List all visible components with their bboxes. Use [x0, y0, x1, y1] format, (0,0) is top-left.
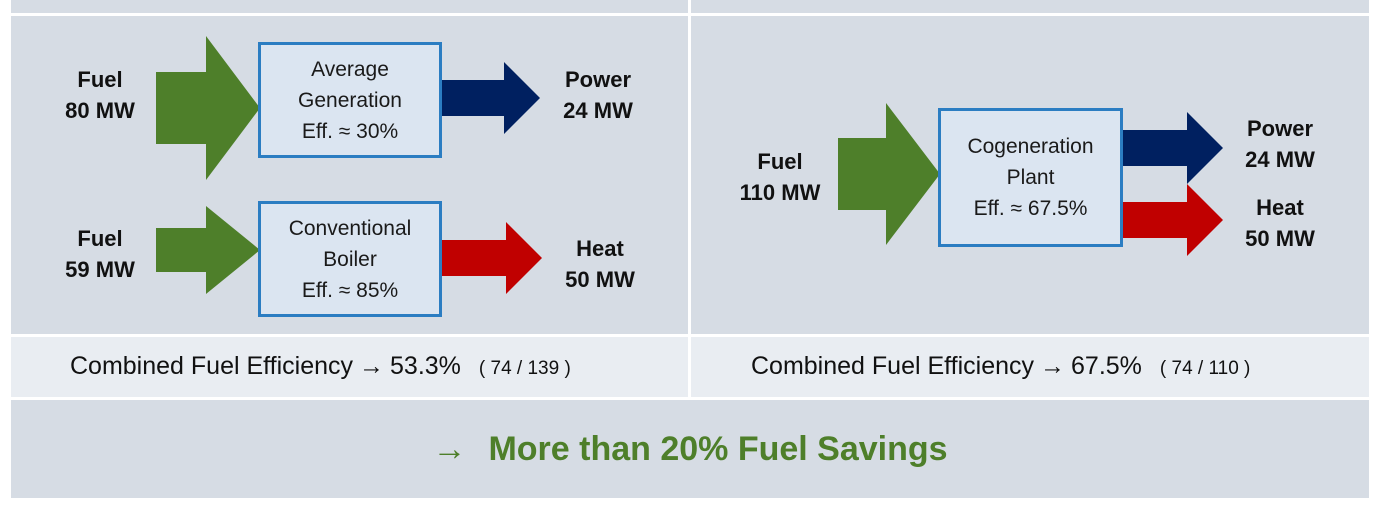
fuel-input-label-average-generation: Fuel 80 MW — [50, 64, 150, 126]
efficiency-ratio: ( 74 / 139 ) — [478, 358, 571, 379]
heat-arrow-icon — [1123, 184, 1223, 256]
power-arrow-icon — [1123, 112, 1223, 184]
efficiency-text: Combined Fuel Efficiency — [751, 352, 1035, 380]
efficiency-value: 53.3% — [390, 352, 461, 380]
fuel-savings-conclusion: → More than 20% Fuel Savings — [11, 400, 1369, 498]
box-line: Average — [311, 57, 389, 81]
power-label: Power — [564, 67, 632, 92]
power-arrow-icon — [442, 62, 540, 134]
box-line: Generation — [298, 88, 402, 112]
box-efficiency: Eff. ≈ 67.5% — [973, 197, 1088, 220]
fuel-value: 80 MW — [65, 98, 135, 123]
fuel-input-label-boiler: Fuel 59 MW — [50, 223, 150, 285]
conclusion-text: More than 20% Fuel Savings — [488, 429, 948, 468]
box-line: Conventional — [288, 216, 412, 240]
box-efficiency: Eff. ≈ 30% — [301, 119, 399, 143]
efficiency-text: Combined Fuel Efficiency — [70, 352, 354, 380]
fuel-value: 110 MW — [739, 180, 821, 205]
fuel-arrow-icon — [156, 36, 260, 180]
fuel-label: Fuel — [77, 226, 123, 251]
top-strip-right — [691, 0, 1369, 13]
heat-value: 50 MW — [565, 267, 635, 292]
heat-value: 50 MW — [1245, 226, 1315, 251]
left-efficiency-panel — [11, 337, 688, 397]
heat-arrow-icon — [442, 222, 542, 294]
right-arrow-icon: → — [432, 429, 467, 468]
efficiency-ratio: ( 74 / 110 ) — [1159, 358, 1251, 379]
box-line: Cogeneration — [967, 135, 1094, 158]
fuel-value: 59 MW — [65, 257, 135, 282]
heat-label: Heat — [576, 236, 624, 261]
right-arrow-icon: → — [1040, 352, 1066, 380]
conventional-boiler-box: Conventional Boiler Eff. ≈ 85% — [258, 201, 442, 317]
power-output-label: Power 24 MW — [1230, 113, 1330, 175]
right-efficiency-panel — [691, 337, 1369, 397]
fuel-arrow-icon — [838, 103, 940, 245]
box-line: Plant — [1006, 166, 1055, 189]
efficiency-value: 67.5% — [1071, 352, 1142, 380]
right-combined-efficiency: Combined Fuel Efficiency → 67.5% ( 74 / … — [751, 352, 1250, 381]
fuel-arrow-icon — [156, 206, 260, 294]
box-line: Boiler — [323, 247, 377, 271]
power-label: Power — [1246, 116, 1314, 141]
top-strip-left — [11, 0, 688, 13]
box-efficiency: Eff. ≈ 85% — [301, 278, 399, 302]
heat-output-label: Heat 50 MW — [1230, 192, 1330, 254]
fuel-label: Fuel — [77, 67, 123, 92]
power-value: 24 MW — [563, 98, 633, 123]
average-generation-box: Average Generation Eff. ≈ 30% — [258, 42, 442, 158]
heat-label: Heat — [1256, 195, 1304, 220]
cogeneration-plant-box: Cogeneration Plant Eff. ≈ 67.5% — [938, 108, 1123, 247]
power-value: 24 MW — [1245, 147, 1315, 172]
heat-output-label: Heat 50 MW — [550, 233, 650, 295]
right-arrow-icon: → — [359, 352, 385, 380]
fuel-input-label-cogeneration: Fuel 110 MW — [730, 146, 830, 208]
power-output-label: Power 24 MW — [548, 64, 648, 126]
fuel-label: Fuel — [757, 149, 803, 174]
conclusion-panel — [11, 400, 1369, 498]
left-combined-efficiency: Combined Fuel Efficiency → 53.3% ( 74 / … — [70, 352, 571, 381]
